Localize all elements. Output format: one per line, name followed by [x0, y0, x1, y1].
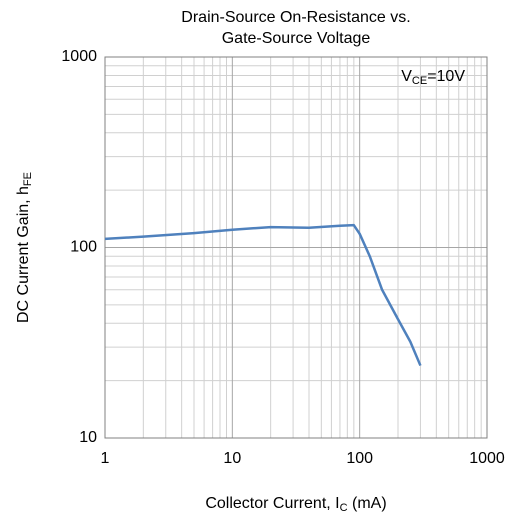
- data-line: [104, 223, 422, 367]
- chart-title: Gate-Source Voltage: [222, 30, 371, 47]
- y-tick-label: 10: [79, 429, 97, 446]
- y-axis-label-part: DC Current Gain, h: [15, 186, 32, 323]
- x-axis-label-part: Collector Current, I: [205, 495, 339, 512]
- x-tick-label: 10: [223, 450, 241, 467]
- x-tick-label: 1000: [469, 450, 505, 467]
- x-tick-label: 1: [101, 450, 110, 467]
- chart-title: Drain-Source On-Resistance vs.: [181, 9, 410, 26]
- x-axis-label: Collector Current, IC (mA): [205, 495, 386, 514]
- annotation-part: V: [401, 68, 412, 85]
- annotation-part: CE: [412, 75, 427, 87]
- x-axis-label-part: C: [340, 502, 348, 514]
- y-tick-label: 1000: [61, 48, 97, 65]
- y-axis-label-part: FE: [22, 172, 34, 186]
- plot-frame: [104, 56, 488, 439]
- x-axis-label-part: (mA): [348, 495, 387, 512]
- annotation-part: =10V: [427, 68, 465, 85]
- x-tick-label: 100: [346, 450, 373, 467]
- y-tick-label: 100: [70, 239, 97, 256]
- y-axis-label: DC Current Gain, hFE: [15, 172, 34, 323]
- annotation: VCE=10V: [401, 68, 465, 87]
